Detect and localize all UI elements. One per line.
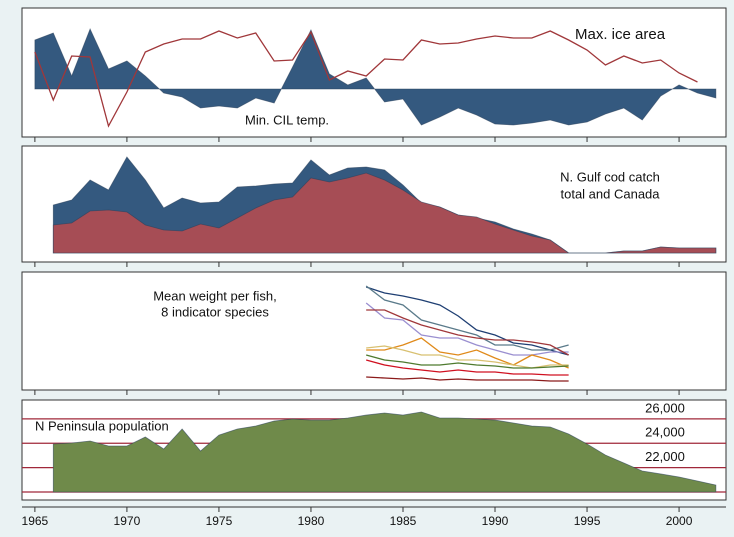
line — [366, 376, 569, 382]
area — [52, 411, 717, 493]
x-tick-label: 1990 — [482, 514, 509, 528]
line — [365, 302, 569, 356]
x-tick-label: 1970 — [114, 514, 141, 528]
annotation: 8 indicator species — [161, 304, 269, 319]
x-tick-label: 2000 — [666, 514, 693, 528]
line — [34, 30, 698, 128]
annotation: Max. ice area — [575, 26, 666, 43]
x-tick-label: 1995 — [574, 514, 601, 528]
line — [366, 359, 569, 376]
line — [365, 285, 569, 351]
annotation: Mean weight per fish, — [153, 288, 277, 303]
area — [34, 27, 717, 126]
line — [366, 309, 569, 356]
x-tick-label: 1985 — [390, 514, 417, 528]
y-tick-label: 22,000 — [645, 449, 685, 464]
annotation: Min. CIL temp. — [245, 112, 329, 127]
x-tick-label: 1965 — [22, 514, 49, 528]
y-tick-label: 24,000 — [645, 425, 685, 440]
x-tick-label: 1975 — [206, 514, 233, 528]
line — [365, 286, 569, 356]
line — [366, 337, 569, 369]
annotation: N Peninsula population — [35, 418, 169, 433]
annotation: total and Canada — [560, 186, 660, 201]
annotation: N. Gulf cod catch — [560, 169, 660, 184]
y-tick-label: 26,000 — [645, 400, 685, 415]
area — [52, 172, 717, 254]
x-tick-label: 1980 — [298, 514, 325, 528]
line — [366, 354, 569, 369]
